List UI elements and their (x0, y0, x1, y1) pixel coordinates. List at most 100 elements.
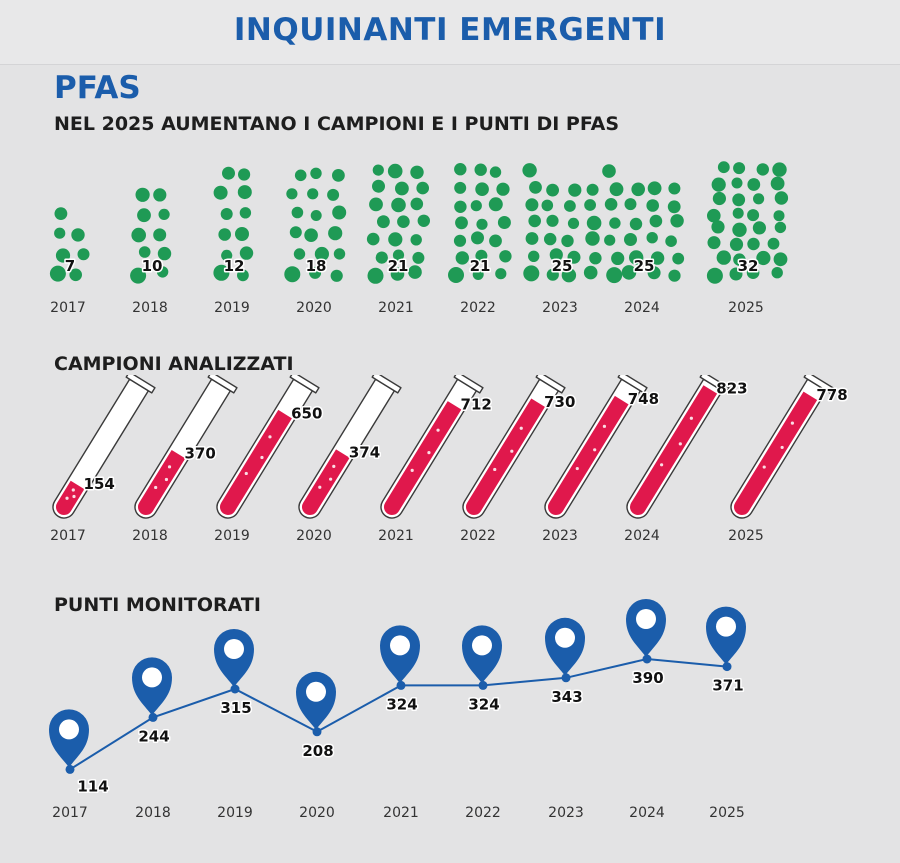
pfas-dot (602, 164, 616, 178)
pfas-dot (397, 215, 410, 228)
pfas-dot (77, 248, 90, 261)
map-pin-icon (706, 606, 746, 665)
pfas-value-label: 21 (470, 257, 491, 275)
section-subtitle: NEL 2025 AUMENTANO I CAMPIONI E I PUNTI … (54, 113, 620, 135)
pfas-value-label: 25 (634, 257, 655, 275)
pfas-dot (369, 197, 383, 212)
dot-cluster (213, 166, 254, 282)
pfas-dot (54, 207, 68, 220)
pfas-dot (712, 191, 727, 206)
pfas-dot (646, 232, 658, 244)
pfas-value-label: 32 (738, 257, 759, 275)
dot-cluster (448, 163, 512, 283)
points-data-point (312, 727, 322, 737)
pfas-dot (309, 266, 322, 279)
pfas-dot (609, 182, 624, 197)
pfas-dot (561, 268, 577, 283)
pfas-dot (729, 267, 743, 281)
pfas-year-label: 2023 (542, 300, 578, 316)
pfas-dot (670, 214, 684, 228)
pfas-dot (647, 266, 661, 280)
pfas-dot (455, 216, 468, 230)
pfas-dot (747, 178, 761, 191)
pfas-year-label: 2020 (296, 300, 332, 316)
points-value-label: 244 (138, 727, 169, 745)
pfas-dot (667, 200, 681, 214)
test-tube-icon (626, 375, 730, 519)
points-data-point (722, 662, 732, 672)
pfas-dot (158, 208, 170, 220)
pfas-dot (767, 237, 780, 250)
pfas-dot (454, 163, 467, 176)
dot-cluster (130, 187, 172, 284)
tube-liquid (734, 391, 818, 515)
pfas-dot (410, 165, 424, 179)
pfas-dot (135, 187, 150, 202)
pfas-dot (387, 163, 403, 179)
pfas-dot (774, 221, 787, 234)
pfas-dot (474, 163, 487, 176)
pfas-value-label: 25 (552, 257, 573, 275)
map-pin-icon (132, 657, 172, 716)
pfas-dot (410, 197, 424, 211)
pfas-value-label: 7 (65, 257, 75, 275)
pfas-dot (395, 181, 409, 196)
pfas-dot (304, 228, 318, 242)
points-year-label: 2019 (217, 805, 253, 821)
map-pin-icon (545, 617, 585, 676)
points-value-label: 114 (77, 777, 108, 795)
samples-value-label: 650 (291, 404, 322, 422)
samples-year-label: 2017 (50, 528, 86, 544)
pfas-dot (153, 228, 167, 242)
samples-value-label: 712 (461, 395, 492, 413)
points-value-label: 343 (551, 688, 582, 706)
points-data-point (478, 680, 488, 690)
points-data-point (148, 712, 158, 722)
pfas-dot (646, 199, 659, 212)
pfas-dot (665, 235, 677, 247)
pfas-dot (333, 248, 346, 260)
points-year-label: 2025 (709, 805, 745, 821)
pfas-dot (668, 269, 681, 282)
pfas-dot (332, 169, 345, 182)
samples-year-label: 2022 (460, 528, 496, 544)
pfas-dot (390, 267, 405, 281)
pfas-dot (528, 250, 540, 262)
pfas-dot (372, 179, 385, 193)
pfas-dot (731, 177, 743, 189)
pfas-year-label: 2021 (378, 300, 414, 316)
pfas-dot (495, 268, 507, 280)
pfas-dot (717, 161, 730, 174)
samples-tube-chart: 154 2017 370 2018 650 2019 374 2020 712 2021 730 20… (50, 375, 849, 544)
test-tube-icon (462, 375, 566, 519)
tube-liquid (630, 385, 718, 515)
pfas-dot (523, 265, 540, 282)
pfas-dot (706, 267, 723, 284)
pfas-dot (546, 183, 559, 197)
pfas-dot (773, 252, 788, 267)
pfas-dot (583, 265, 598, 280)
pfas-dot (49, 265, 66, 282)
pfas-dot (647, 181, 662, 196)
pfas-dot (408, 265, 422, 279)
pfas-dot (218, 228, 231, 241)
pfas-dot (453, 234, 467, 247)
pfas-dot (525, 198, 539, 212)
tube-liquid (138, 449, 186, 515)
pfas-dot (213, 264, 230, 281)
pfas-dot (454, 200, 467, 213)
points-data-point (561, 673, 571, 683)
pfas-dot (71, 228, 85, 242)
pfas-dot (286, 188, 298, 200)
samples-value-label: 823 (716, 380, 747, 398)
test-tube-icon (216, 375, 320, 519)
pfas-dot (773, 210, 785, 222)
pfas-dot (471, 231, 484, 245)
pfas-dot (732, 207, 744, 219)
pfas-dot (604, 198, 618, 211)
pfas-dot (711, 177, 726, 192)
samples-year-label: 2019 (214, 528, 250, 544)
pfas-dot (499, 250, 512, 263)
points-year-label: 2018 (135, 805, 171, 821)
pfas-dot (69, 268, 82, 282)
